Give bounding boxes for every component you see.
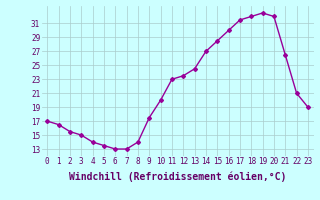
X-axis label: Windchill (Refroidissement éolien,°C): Windchill (Refroidissement éolien,°C) <box>69 172 286 182</box>
